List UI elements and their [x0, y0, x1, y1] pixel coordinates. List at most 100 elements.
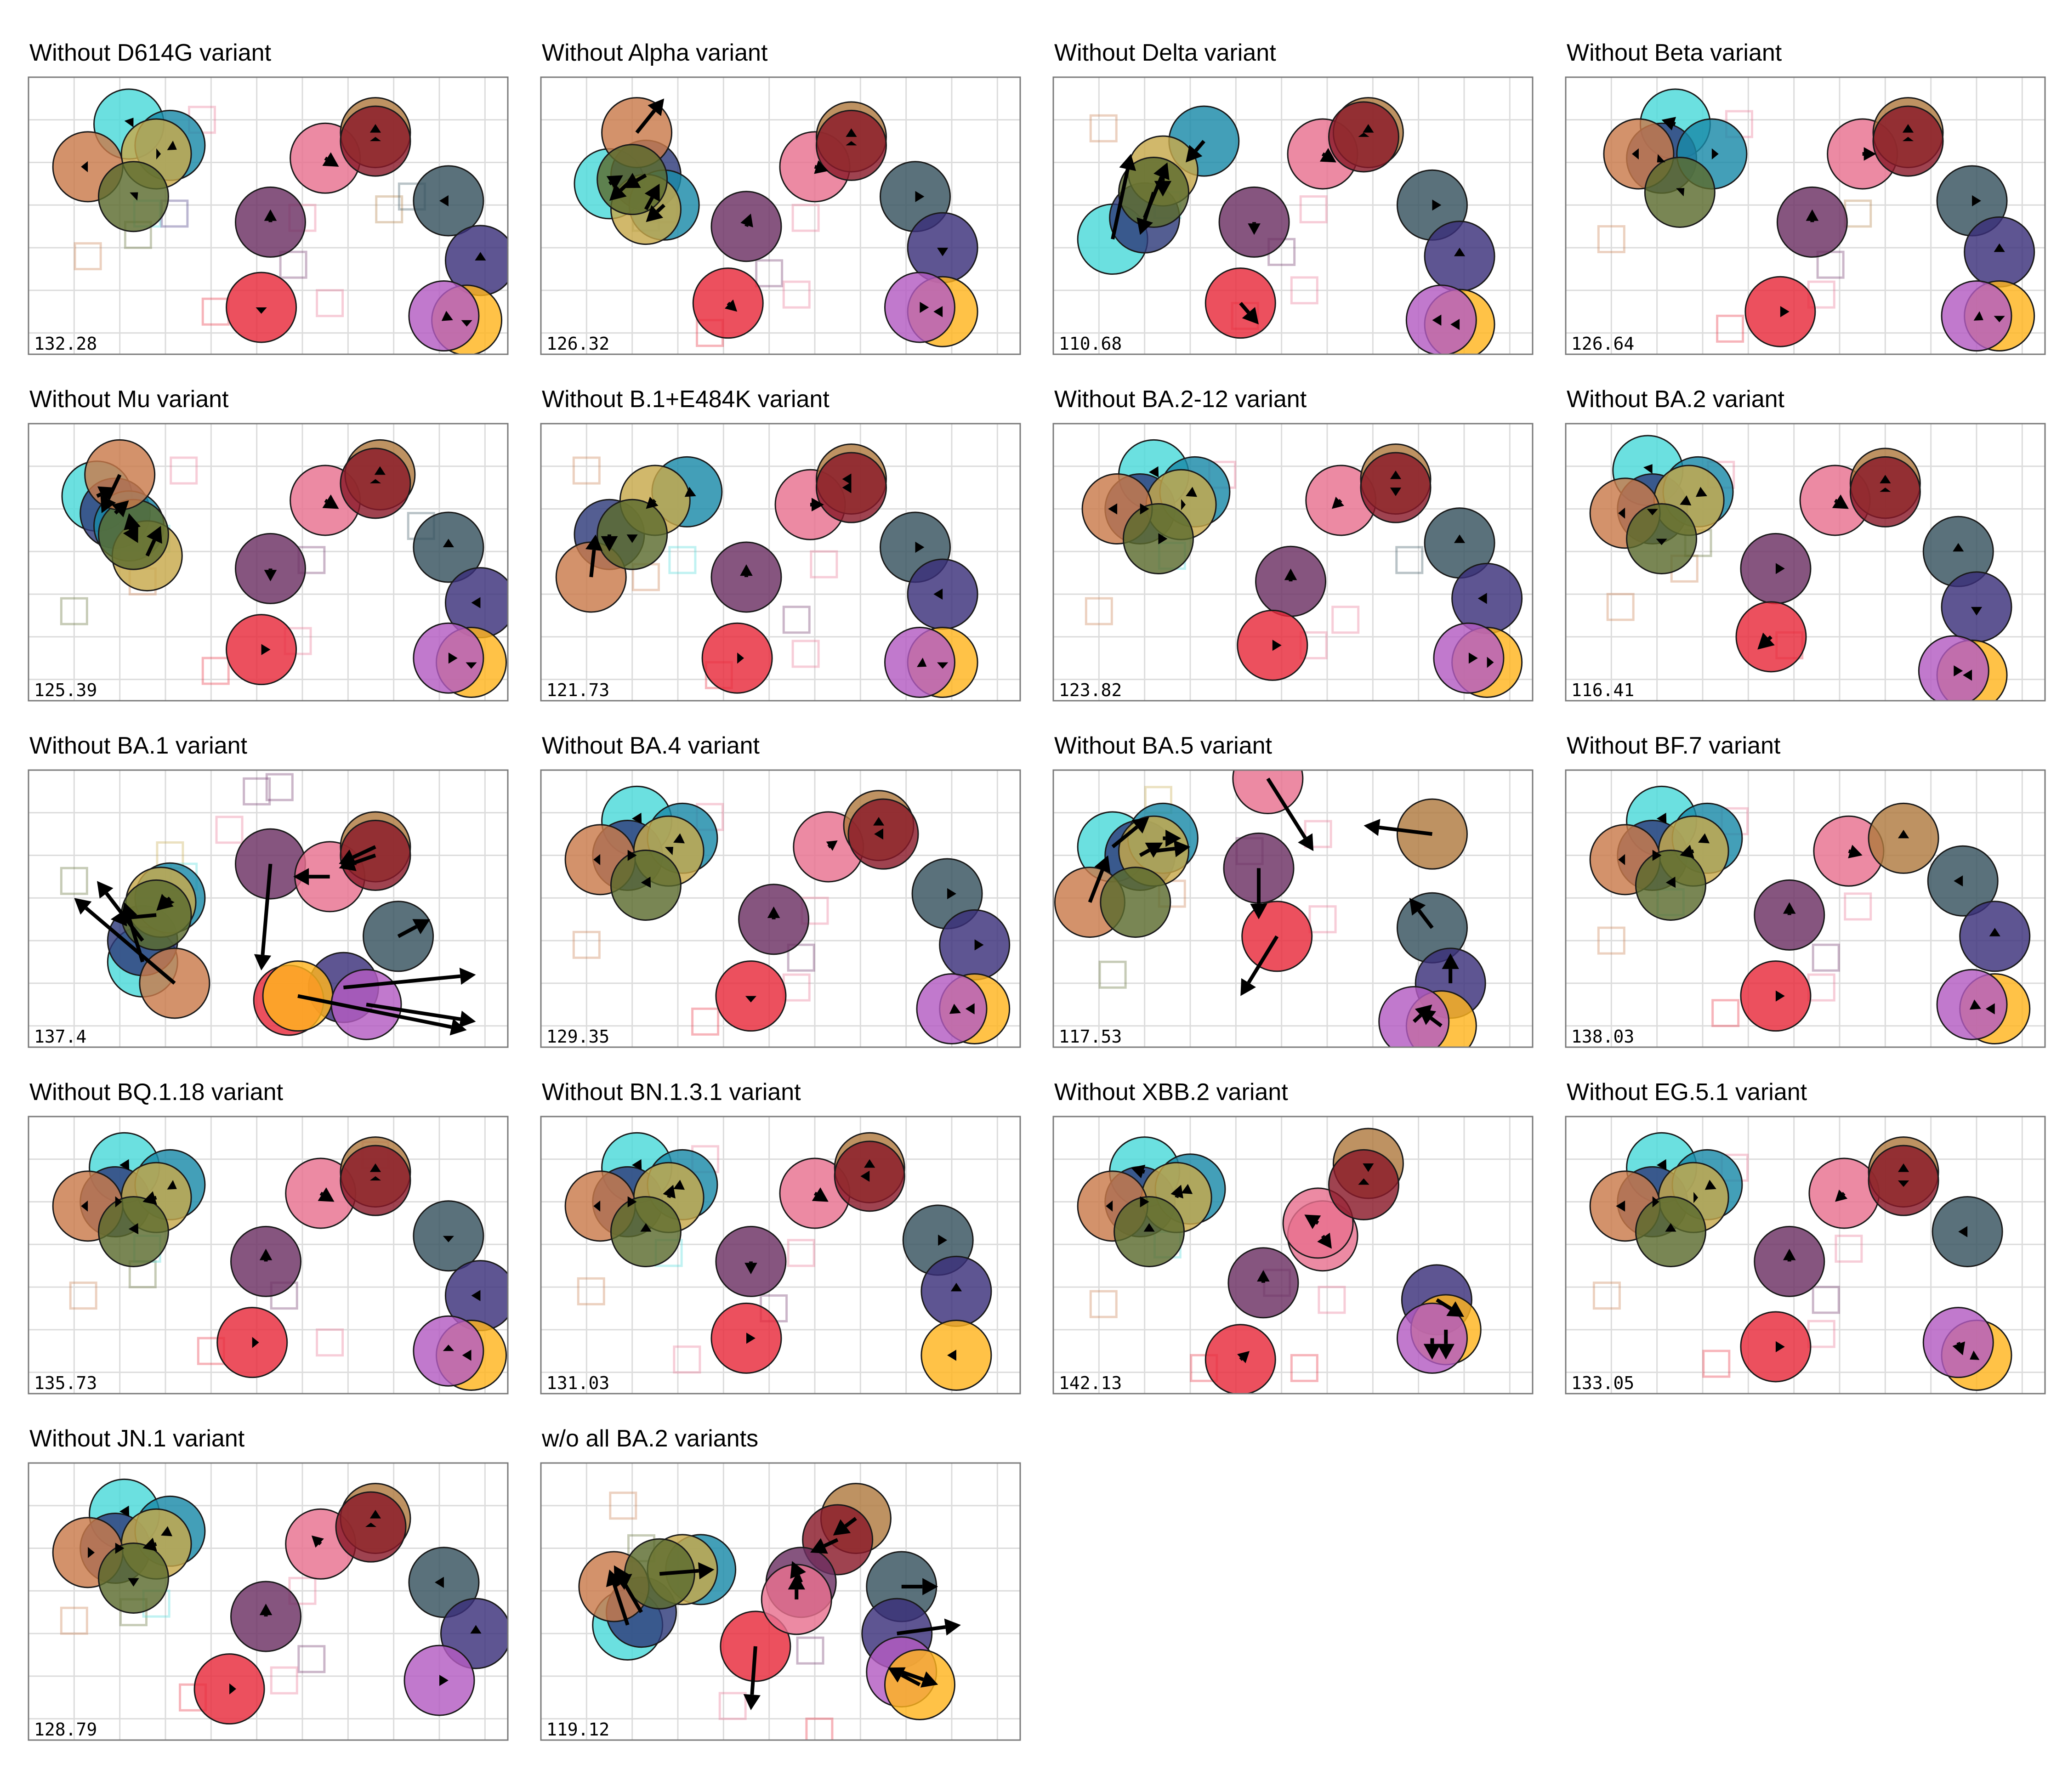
plot-area: 135.73	[28, 1116, 509, 1395]
arrow-head	[1140, 1196, 1149, 1208]
arrow-head	[614, 1574, 632, 1590]
arrow-head	[161, 1526, 173, 1537]
arrow-head	[1806, 209, 1819, 221]
arrow-head	[1958, 1226, 1968, 1237]
arrow-head	[1647, 509, 1658, 516]
serum-square	[796, 1636, 824, 1665]
antigen-circle	[139, 947, 210, 1019]
arrow-head	[441, 311, 453, 321]
panel-title: Without Alpha variant	[542, 40, 768, 66]
arrow-head	[1783, 902, 1796, 914]
arrow-head	[1165, 829, 1182, 847]
arrow-head	[1094, 855, 1111, 873]
serum-square	[1318, 1286, 1346, 1314]
antigen-circle	[610, 849, 682, 921]
arrow-head	[110, 909, 127, 927]
panel-frame	[540, 76, 1021, 355]
panel-frame	[1052, 423, 1534, 702]
arrow-head	[449, 1018, 467, 1036]
displacement-arrow	[1417, 909, 1434, 929]
displacement-arrow	[659, 1569, 699, 1576]
arrow-head	[1363, 124, 1374, 133]
arrow-head	[648, 98, 665, 116]
arrow-head	[1415, 1004, 1432, 1022]
plot-area: 132.28	[28, 76, 509, 355]
arrow-head	[593, 1200, 601, 1212]
arrow-head	[1989, 928, 2000, 936]
map-panel: Without Alpha variant 126.32	[540, 40, 1021, 355]
serum-square	[201, 657, 230, 685]
arrow-head	[1657, 154, 1665, 163]
map-panel: Without D614G variant 132.28	[28, 40, 509, 355]
arrow-head	[788, 1574, 805, 1590]
arrow-head	[1972, 195, 1981, 207]
arrow-head	[167, 141, 177, 150]
arrow-head	[874, 828, 883, 840]
arrow-head	[593, 854, 601, 865]
arrow-head	[646, 205, 664, 222]
arrow-head	[922, 1578, 938, 1595]
serum-square	[1299, 195, 1328, 224]
arrow-head	[256, 307, 267, 314]
arrow-head	[459, 967, 476, 985]
arrow-head	[1140, 503, 1149, 515]
displacement-arrow	[1767, 635, 1773, 641]
serum-square	[691, 1007, 720, 1036]
arrow-head	[435, 1577, 444, 1588]
displacement-arrow	[96, 492, 102, 498]
arrow-head	[1450, 318, 1460, 330]
displacement-arrow	[1339, 499, 1342, 503]
arrow-head	[1358, 1178, 1369, 1185]
arrow-head	[470, 1625, 482, 1634]
arrow-head	[115, 1542, 125, 1554]
arrow-head	[887, 1667, 906, 1683]
panel-title: Without B.1+E484K variant	[542, 386, 829, 413]
antigen-circle	[1378, 986, 1450, 1047]
arrow-head	[1170, 1185, 1183, 1199]
panel-frame	[1565, 76, 2046, 355]
arrow-head	[475, 252, 486, 261]
displacement-arrow	[106, 474, 122, 500]
displacement-arrow	[644, 197, 654, 210]
antigen-circle	[1396, 1302, 1468, 1374]
arrow-head	[1898, 1163, 1909, 1172]
antigen-circle	[340, 448, 411, 519]
panel-frame	[28, 1462, 509, 1741]
serum-square	[787, 943, 815, 972]
panel-title: Without EG.5.1 variant	[1567, 1079, 1807, 1106]
stress-value: 142.13	[1059, 1373, 1122, 1393]
antigen-circle	[1451, 562, 1523, 634]
panel-title: Without D614G variant	[29, 40, 272, 66]
stress-value: 135.73	[34, 1373, 97, 1393]
displacement-arrow	[366, 1003, 461, 1021]
plot-area: 125.39	[28, 423, 509, 702]
serum-square	[215, 816, 244, 844]
antigen-circle	[1964, 216, 2035, 288]
arrow-head	[1131, 1164, 1146, 1179]
antigen-circle	[1122, 503, 1194, 574]
serum-square	[316, 289, 344, 318]
plot-area: 131.03	[540, 1116, 1021, 1395]
arrow-head	[1775, 1341, 1785, 1353]
displacement-arrow	[154, 1196, 157, 1200]
arrow-head	[318, 1187, 335, 1202]
map-panel: Without B.1+E484K variant 121.73	[540, 386, 1021, 702]
panel-title: Without XBB.2 variant	[1054, 1079, 1288, 1106]
arrow-head	[1953, 543, 1964, 552]
arrow-head	[264, 570, 277, 582]
arrow-head	[1409, 898, 1426, 916]
arrow-head	[229, 1683, 236, 1695]
stress-value: 138.03	[1571, 1026, 1634, 1047]
arrow-head	[1446, 1301, 1464, 1317]
arrow-head	[466, 662, 477, 669]
arrow-head	[1780, 306, 1790, 318]
arrow-head	[974, 939, 984, 951]
arrow-head	[374, 466, 386, 475]
arrow-head	[1665, 876, 1676, 888]
stress-value: 128.79	[34, 1719, 97, 1740]
stress-value: 133.05	[1571, 1373, 1634, 1393]
arrow-head	[461, 320, 472, 327]
antigen-circle	[1849, 456, 1921, 527]
arrow-head	[119, 1159, 130, 1171]
displacement-arrow	[397, 925, 418, 938]
